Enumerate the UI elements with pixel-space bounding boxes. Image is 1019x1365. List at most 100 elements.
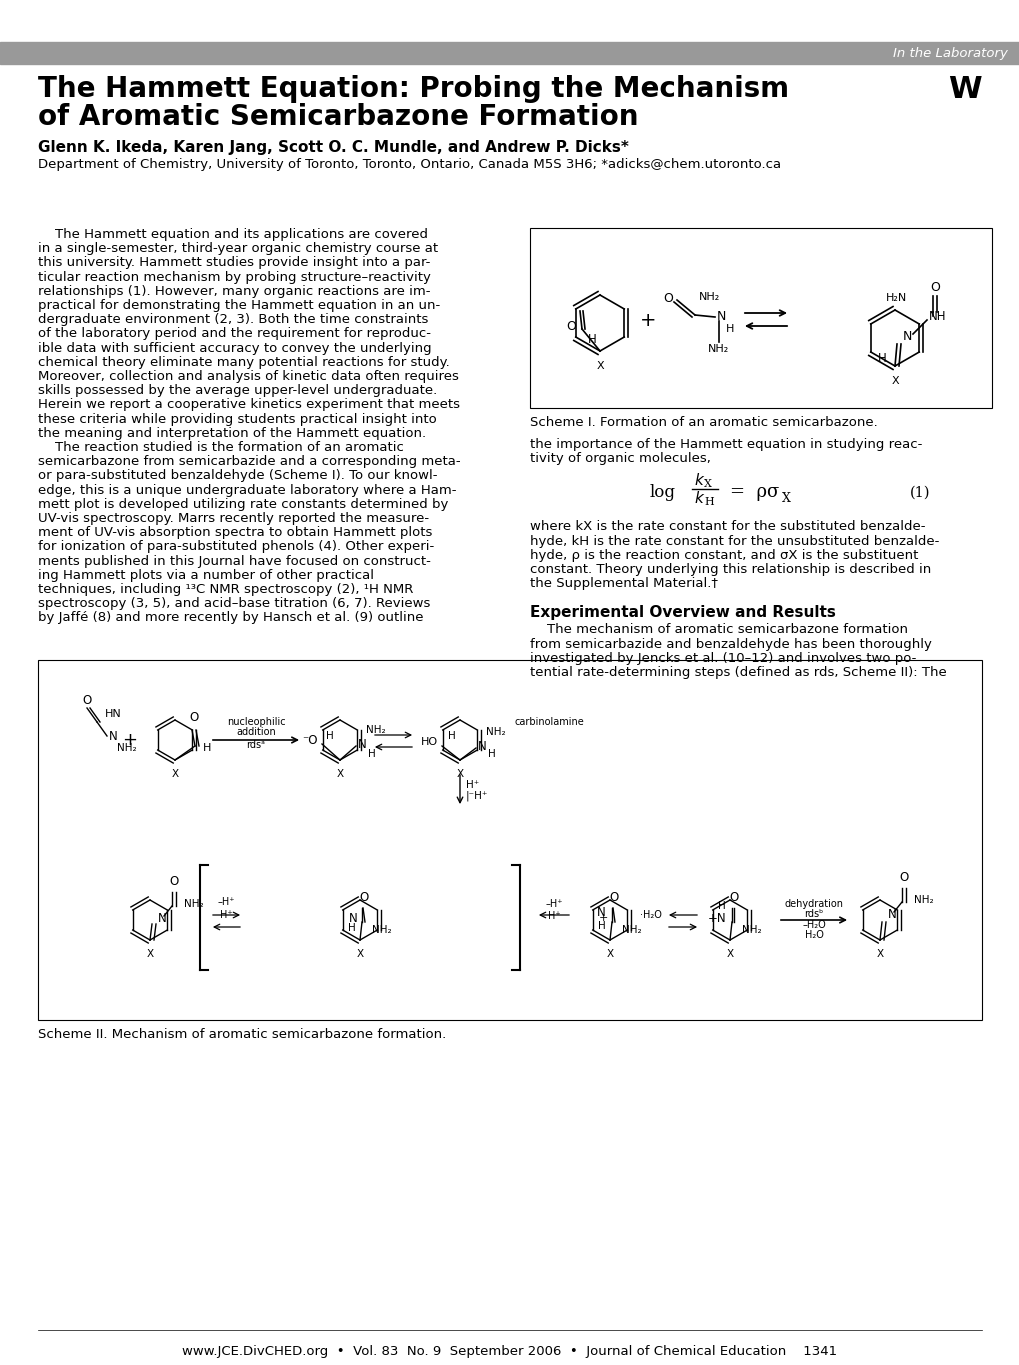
Text: hyde, ρ is the reaction constant, and σX is the substituent: hyde, ρ is the reaction constant, and σX… <box>530 549 917 562</box>
Text: NH₂: NH₂ <box>366 725 385 734</box>
Text: investigated by Jencks et al. (10–12) and involves two po-: investigated by Jencks et al. (10–12) an… <box>530 652 915 665</box>
Text: for ionization of para-substituted phenols (4). Other experi-: for ionization of para-substituted pheno… <box>38 541 434 553</box>
Text: ticular reaction mechanism by probing structure–reactivity: ticular reaction mechanism by probing st… <box>38 270 430 284</box>
Text: +N: +N <box>707 912 726 924</box>
Text: NH₂: NH₂ <box>372 925 391 935</box>
Text: carbinolamine: carbinolamine <box>515 717 584 728</box>
Text: X: X <box>356 949 363 960</box>
Text: O: O <box>729 891 738 904</box>
Text: X: X <box>891 375 898 386</box>
Text: X: X <box>606 949 613 960</box>
Text: H⁺: H⁺ <box>547 910 559 921</box>
Text: W: W <box>948 75 981 104</box>
Text: ing Hammett plots via a number of other practical: ing Hammett plots via a number of other … <box>38 569 374 581</box>
Text: from semicarbazide and benzaldehyde has been thoroughly: from semicarbazide and benzaldehyde has … <box>530 637 931 651</box>
Text: NH₂: NH₂ <box>741 925 761 935</box>
Text: constant. Theory underlying this relationship is described in: constant. Theory underlying this relatio… <box>530 562 930 576</box>
Text: H: H <box>598 921 605 931</box>
Text: NH₂: NH₂ <box>183 900 204 909</box>
Text: tential rate-determining steps (defined as rds, Scheme II): The: tential rate-determining steps (defined … <box>530 666 946 678</box>
Bar <box>530 228 991 408</box>
Text: H: H <box>877 352 887 364</box>
Text: N: N <box>902 329 911 343</box>
Text: X: X <box>455 768 463 779</box>
Text: ment of UV-vis absorption spectra to obtain Hammett plots: ment of UV-vis absorption spectra to obt… <box>38 526 432 539</box>
Text: this university. Hammett studies provide insight into a par-: this university. Hammett studies provide… <box>38 257 430 269</box>
Text: N: N <box>716 310 726 324</box>
Text: practical for demonstrating the Hammett equation in an un-: practical for demonstrating the Hammett … <box>38 299 440 313</box>
Text: X: X <box>336 768 343 779</box>
Text: HN: HN <box>105 708 121 719</box>
Text: rdsᵃ: rdsᵃ <box>247 740 265 749</box>
Text: H: H <box>368 749 375 759</box>
Text: H: H <box>203 743 211 753</box>
Text: X: X <box>171 768 178 779</box>
Text: edge, this is a unique undergraduate laboratory where a Ham-: edge, this is a unique undergraduate lab… <box>38 483 457 497</box>
Text: –H₂O: –H₂O <box>801 920 825 930</box>
Text: of Aromatic Semicarbazone Formation: of Aromatic Semicarbazone Formation <box>38 102 638 131</box>
Text: techniques, including ¹³C NMR spectroscopy (2), ¹H NMR: techniques, including ¹³C NMR spectrosco… <box>38 583 413 597</box>
Text: (1): (1) <box>909 486 929 500</box>
Text: where kX is the rate constant for the substituted benzalde-: where kX is the rate constant for the su… <box>530 520 924 534</box>
Text: NH₂: NH₂ <box>485 728 505 737</box>
Text: dergraduate environment (2, 3). Both the time constraints: dergraduate environment (2, 3). Both the… <box>38 313 428 326</box>
Text: +: + <box>598 913 607 923</box>
Text: ·H₂O: ·H₂O <box>639 910 661 920</box>
Text: rdsᵇ: rdsᵇ <box>804 909 822 919</box>
Text: H: H <box>326 732 333 741</box>
Text: NH₂: NH₂ <box>698 292 719 302</box>
Text: of the laboratory period and the requirement for reproduc-: of the laboratory period and the require… <box>38 328 431 340</box>
Text: H: H <box>487 749 495 759</box>
Text: H₂N: H₂N <box>884 293 906 303</box>
Text: NH: NH <box>928 310 946 322</box>
Text: Glenn K. Ikeda, Karen Jang, Scott O. C. Mundle, and Andrew P. Dicks*: Glenn K. Ikeda, Karen Jang, Scott O. C. … <box>38 141 629 156</box>
Text: spectroscopy (3, 5), and acid–base titration (6, 7). Reviews: spectroscopy (3, 5), and acid–base titra… <box>38 598 430 610</box>
Text: X: X <box>147 949 154 960</box>
Text: ⁻O: ⁻O <box>303 733 318 747</box>
Text: relationships (1). However, many organic reactions are im-: relationships (1). However, many organic… <box>38 285 430 298</box>
Text: The Hammett Equation: Probing the Mechanism: The Hammett Equation: Probing the Mechan… <box>38 75 789 102</box>
Text: |⁻H⁺: |⁻H⁺ <box>466 790 488 801</box>
Text: In the Laboratory: In the Laboratory <box>893 46 1007 60</box>
Text: NH₂: NH₂ <box>707 344 729 354</box>
Text: HO: HO <box>421 737 437 747</box>
Bar <box>38 661 981 1020</box>
Text: N: N <box>478 740 486 752</box>
Text: N: N <box>888 908 896 920</box>
Text: tivity of organic molecules,: tivity of organic molecules, <box>530 452 710 465</box>
Text: www.JCE.DivCHED.org  •  Vol. 83  No. 9  September 2006  •  Journal of Chemical E: www.JCE.DivCHED.org • Vol. 83 No. 9 Sept… <box>182 1345 837 1358</box>
Text: log: log <box>649 485 676 501</box>
Text: =  ρσ: = ρσ <box>730 483 779 501</box>
Text: Department of Chemistry, University of Toronto, Toronto, Ontario, Canada M5S 3H6: Department of Chemistry, University of T… <box>38 158 781 171</box>
Text: +: + <box>639 310 655 329</box>
Text: X: X <box>726 949 733 960</box>
Text: N: N <box>158 912 166 924</box>
Text: X: X <box>875 949 882 960</box>
Text: $k$: $k$ <box>693 472 704 489</box>
Text: Moreover, collection and analysis of kinetic data often requires: Moreover, collection and analysis of kin… <box>38 370 459 384</box>
Text: X: X <box>703 479 711 490</box>
Text: chemical theory eliminate many potential reactions for study.: chemical theory eliminate many potential… <box>38 356 449 369</box>
Text: NH₂: NH₂ <box>913 895 932 905</box>
Text: addition: addition <box>235 728 275 737</box>
Bar <box>0 42 1019 64</box>
Text: The Hammett equation and its applications are covered: The Hammett equation and its application… <box>38 228 428 242</box>
Text: the meaning and interpretation of the Hammett equation.: the meaning and interpretation of the Ha… <box>38 427 426 440</box>
Text: by Jaffé (8) and more recently by Hansch et al. (9) outline: by Jaffé (8) and more recently by Hansch… <box>38 612 423 624</box>
Text: O: O <box>608 891 618 904</box>
Text: Scheme II. Mechanism of aromatic semicarbazone formation.: Scheme II. Mechanism of aromatic semicar… <box>38 1028 446 1041</box>
Text: H₂O: H₂O <box>804 930 822 940</box>
Text: H: H <box>703 497 713 508</box>
Text: these criteria while providing students practical insight into: these criteria while providing students … <box>38 412 436 426</box>
Text: O: O <box>899 871 908 885</box>
Text: nucleophilic: nucleophilic <box>226 717 285 728</box>
Text: hyde, kH is the rate constant for the unsubstituted benzalde-: hyde, kH is the rate constant for the un… <box>530 535 938 547</box>
Text: NH₂: NH₂ <box>117 743 137 753</box>
Text: X: X <box>595 360 603 371</box>
Text: N: N <box>358 737 367 751</box>
Text: semicarbazone from semicarbazide and a corresponding meta-: semicarbazone from semicarbazide and a c… <box>38 455 461 468</box>
Text: N: N <box>348 912 358 924</box>
Text: O: O <box>929 281 940 293</box>
Text: N: N <box>597 905 605 919</box>
Text: O: O <box>662 292 673 304</box>
